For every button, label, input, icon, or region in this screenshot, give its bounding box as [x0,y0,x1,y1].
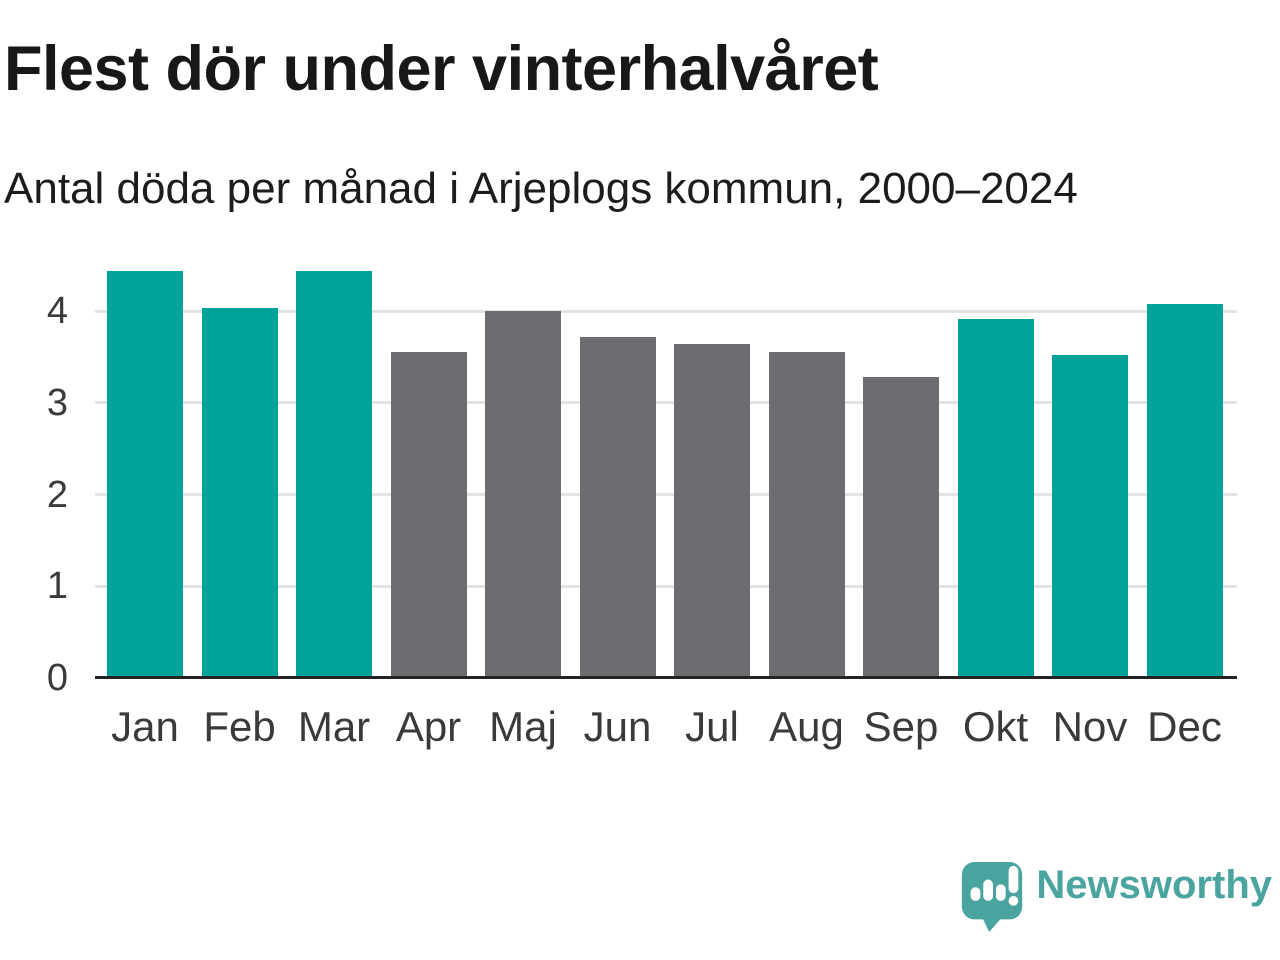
bar-feb [201,307,278,678]
gridline-2 [95,493,1237,497]
bar-apr [390,351,467,678]
x-tick-label-mar: Mar [297,703,371,750]
bar-jan [107,270,183,678]
y-tick-label-0: 0 [46,657,68,699]
speech-bubble-bar-chart-icon [962,862,1023,933]
y-tick-label-2: 2 [46,473,68,516]
gridline-3 [95,401,1237,405]
x-tick-label-maj: Maj [489,703,557,750]
bar-maj [485,311,561,678]
y-tick-label-4: 4 [46,290,68,333]
x-axis-baseline [95,676,1237,679]
y-tick-label-3: 3 [46,381,68,424]
x-tick-label-sep: Sep [863,703,939,750]
chart-title: Flest dör under vinterhalvåret [4,34,879,104]
bar-jun [579,336,656,678]
x-tick-label-nov: Nov [1052,703,1128,750]
bar-okt [957,318,1034,678]
bar-mar [296,270,372,678]
chart-subtitle: Antal döda per månad i Arjeplogs kommun,… [4,164,1078,213]
x-tick-label-okt: Okt [962,703,1029,750]
x-tick-label-jan: Jan [111,703,179,750]
x-tick-label-feb: Feb [203,703,276,750]
logo-wordmark: Newsworthy [1036,863,1272,907]
plot-area [95,248,1237,678]
x-tick-label-apr: Apr [395,703,462,750]
x-tick-label-aug: Aug [769,703,844,750]
x-tick-label-jul: Jul [685,703,739,750]
gridline-4 [95,309,1237,313]
newsworthy-logo: Newsworthy [961,862,1272,934]
bar-sep [863,377,939,678]
bar-dec [1146,303,1223,678]
y-tick-label-1: 1 [46,565,68,608]
bar-aug [768,351,845,678]
x-tick-label-dec: Dec [1147,703,1222,750]
bar-nov [1052,355,1128,678]
x-tick-label-jun: Jun [583,703,652,750]
bar-jul [674,344,750,678]
gridline-1 [95,584,1237,588]
